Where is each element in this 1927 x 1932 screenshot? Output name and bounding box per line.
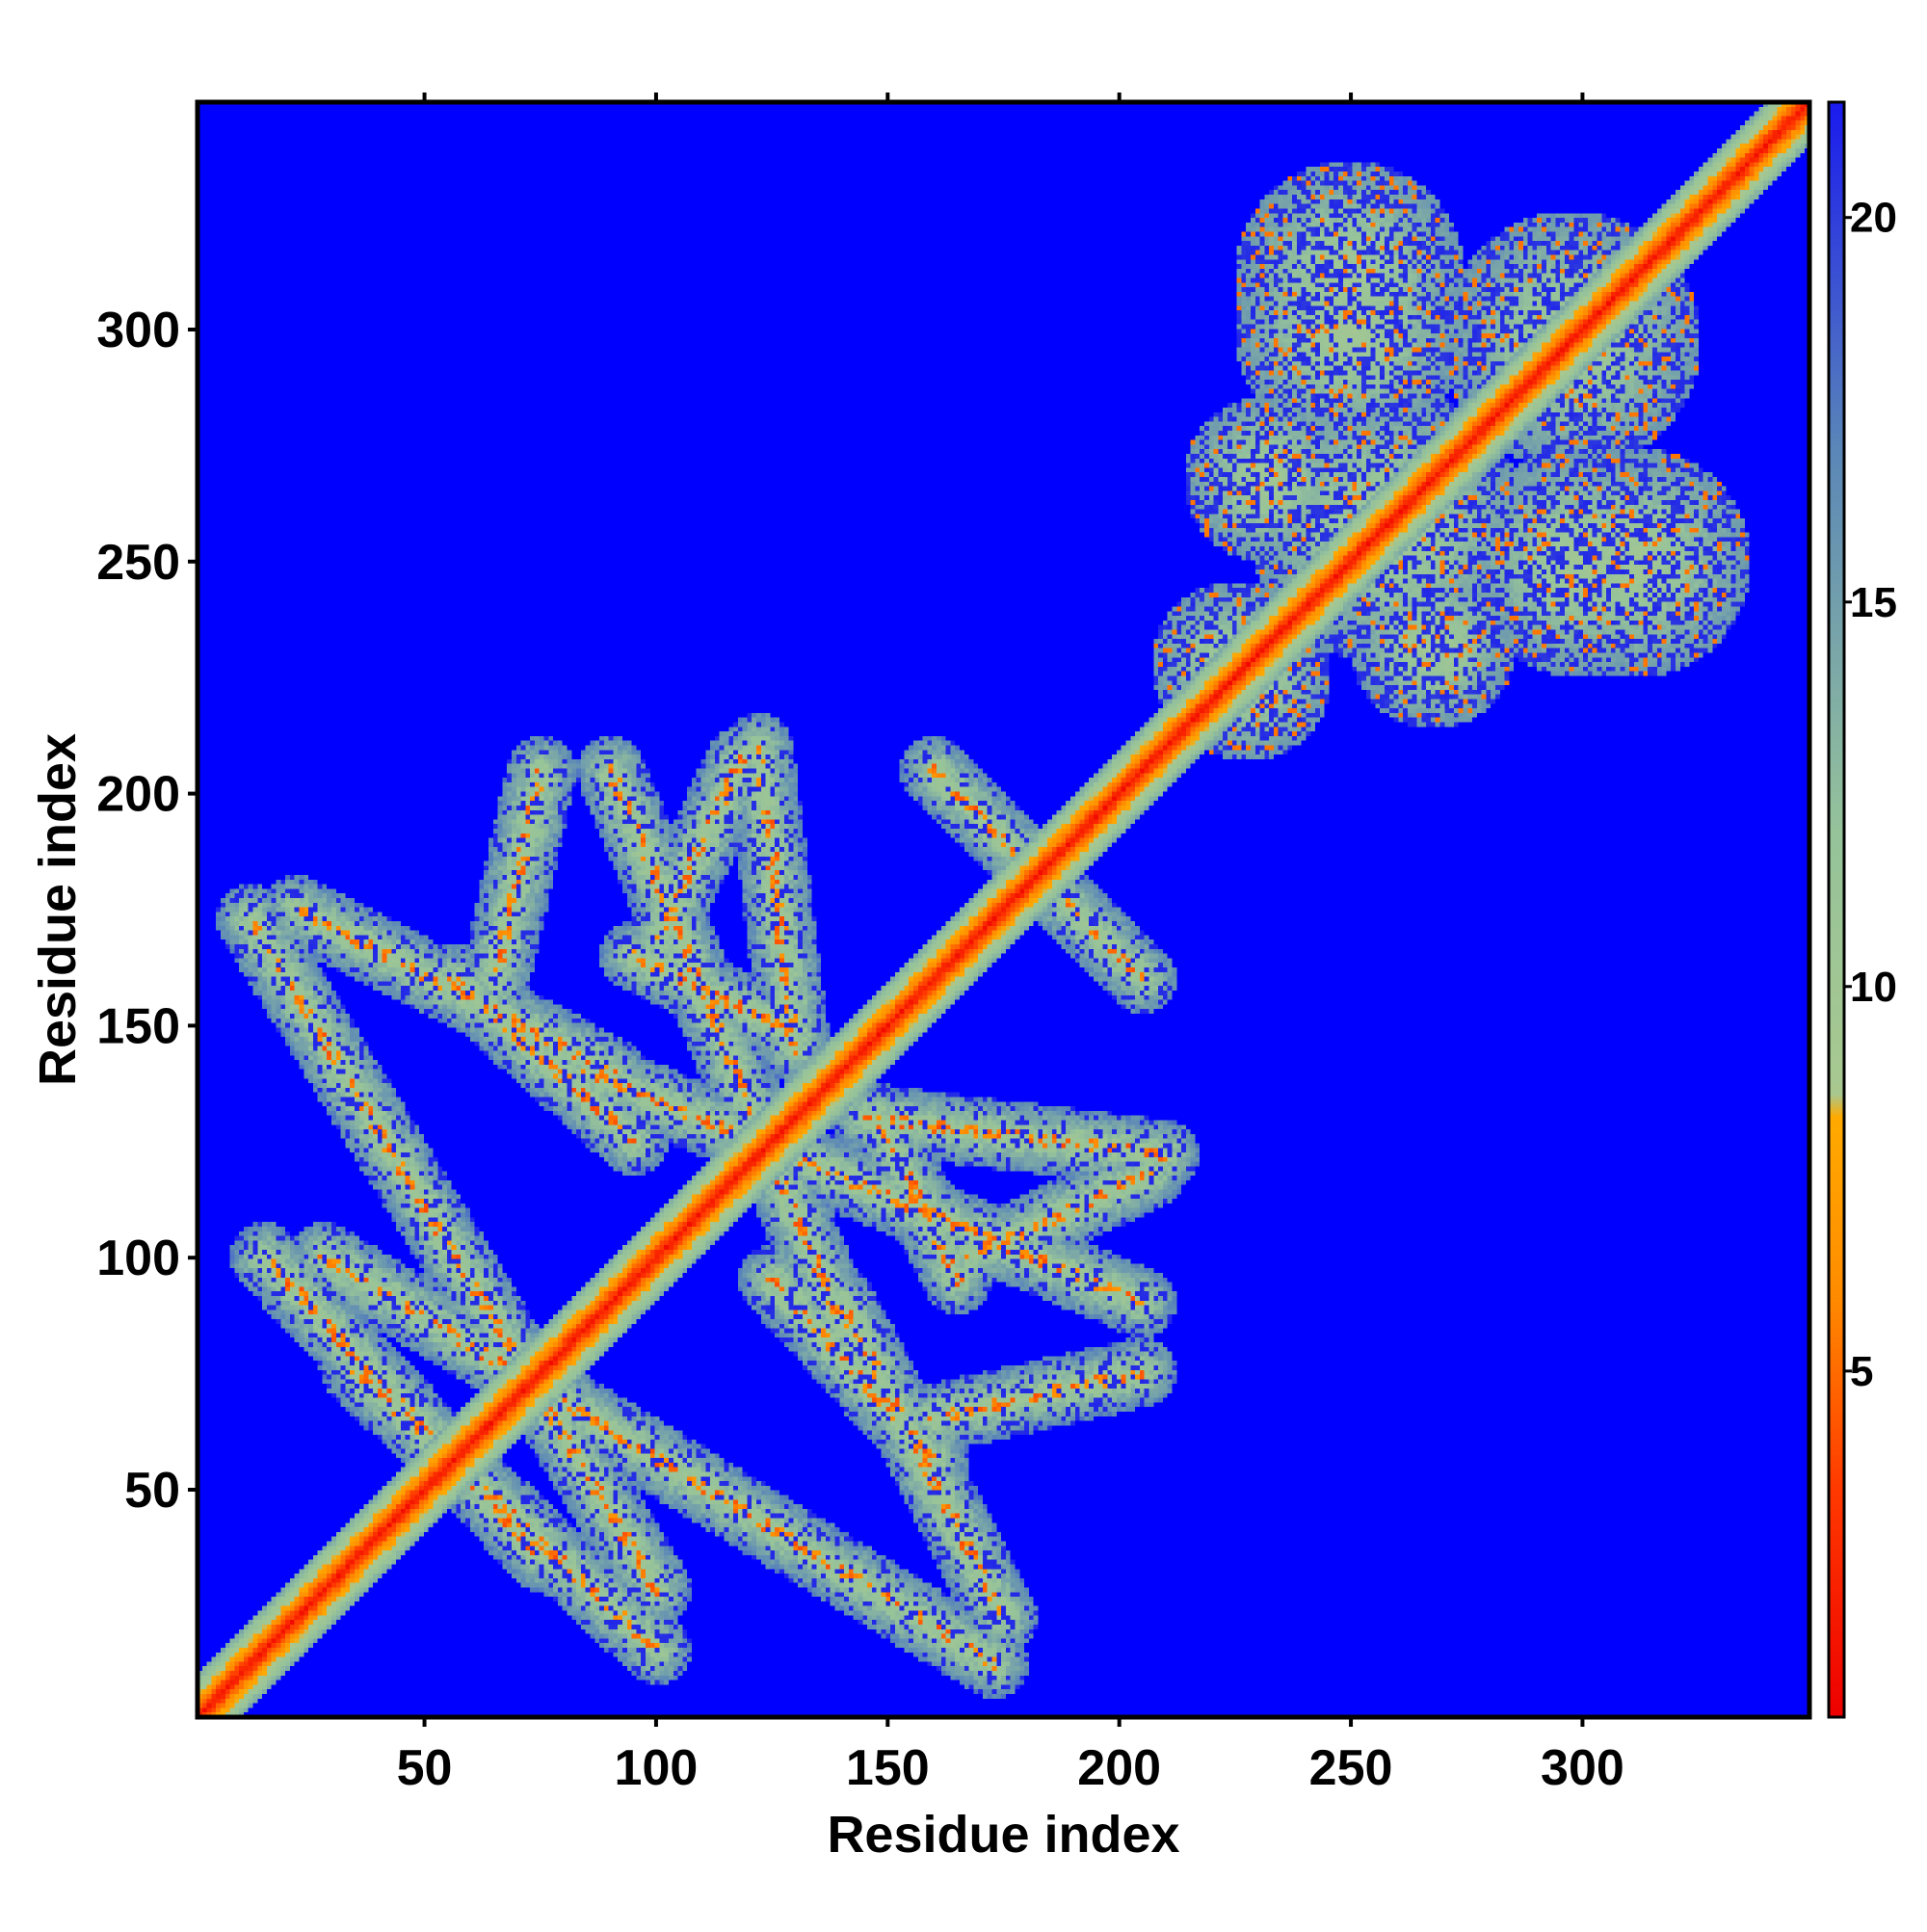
colorbar-tick-label: 10: [1850, 964, 1897, 1011]
colorbar-tick-label: 20: [1850, 195, 1897, 242]
y-tick-label: 300: [96, 303, 180, 358]
colorbar-tick-label: 5: [1850, 1348, 1873, 1395]
plot-frame: [195, 99, 1812, 1720]
y-axis-ticks: 50 100 150 200 250 300: [96, 303, 198, 1519]
y-tick-label: 150: [96, 998, 180, 1054]
x-axis-title: Residue index: [827, 1806, 1179, 1864]
colorbar-tick-label: 15: [1850, 579, 1897, 626]
x-tick-label: 50: [397, 1740, 453, 1796]
y-axis-title: Residue index: [29, 733, 87, 1086]
x-tick-label: 300: [1541, 1740, 1624, 1796]
heatmap-image: [198, 102, 1809, 1717]
y-tick-label: 200: [96, 767, 180, 823]
x-tick-label: 150: [846, 1740, 930, 1796]
colorbar-bar: [1827, 100, 1846, 1719]
colorbar: 5 10 15 20: [1827, 100, 1897, 1719]
x-tick-label: 200: [1077, 1740, 1161, 1796]
y-tick-label: 250: [96, 535, 180, 591]
y-tick-label: 50: [124, 1463, 180, 1519]
heatmap-cells: [198, 102, 1809, 1717]
y-tick-label: 100: [96, 1231, 180, 1286]
x-tick-label: 100: [615, 1740, 699, 1796]
x-tick-label: 250: [1309, 1740, 1393, 1796]
x-axis-ticks: 50 100 150 200 250 300: [397, 93, 1624, 1796]
